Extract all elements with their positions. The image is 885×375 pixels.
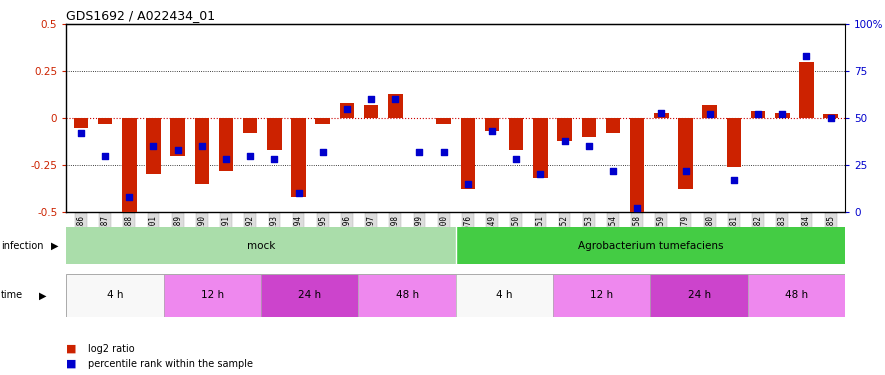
Point	[389, 96, 403, 102]
Bar	[315, 118, 330, 124]
Bar	[261, 274, 358, 317]
Point	[73, 130, 88, 136]
Text: ▶: ▶	[51, 241, 58, 250]
Bar	[364, 105, 379, 118]
Point	[654, 110, 668, 116]
Bar	[146, 118, 161, 174]
Point	[630, 205, 644, 211]
Text: 48 h: 48 h	[396, 290, 419, 300]
Bar	[456, 227, 845, 264]
Point	[679, 168, 693, 174]
Bar	[581, 118, 596, 137]
Bar	[243, 118, 258, 133]
Text: 24 h: 24 h	[688, 290, 711, 300]
Point	[436, 149, 450, 155]
Bar	[164, 274, 261, 317]
Point	[195, 143, 209, 149]
Point	[751, 111, 766, 117]
Bar	[267, 118, 281, 150]
Bar	[66, 227, 456, 264]
Text: 4 h: 4 h	[107, 290, 123, 300]
Point	[316, 149, 330, 155]
Point	[267, 156, 281, 162]
Bar	[533, 118, 548, 178]
Bar	[775, 112, 789, 118]
Bar	[388, 94, 403, 118]
Text: 12 h: 12 h	[590, 290, 613, 300]
Bar	[66, 274, 164, 317]
Point	[799, 53, 813, 59]
Point	[485, 128, 499, 134]
Bar	[509, 118, 524, 150]
Text: ■: ■	[66, 344, 77, 354]
Point	[558, 138, 572, 144]
Bar	[750, 111, 766, 118]
Bar	[98, 118, 112, 124]
Text: mock: mock	[247, 241, 275, 250]
Bar	[748, 274, 845, 317]
Bar	[678, 118, 693, 189]
Point	[340, 106, 354, 112]
Point	[775, 111, 789, 117]
Text: Agrobacterium tumefaciens: Agrobacterium tumefaciens	[578, 241, 723, 250]
Point	[727, 177, 741, 183]
Point	[581, 143, 596, 149]
Text: percentile rank within the sample: percentile rank within the sample	[88, 359, 253, 369]
Bar	[650, 274, 748, 317]
Point	[98, 153, 112, 159]
Point	[364, 96, 378, 102]
Bar	[73, 118, 88, 128]
Bar	[291, 118, 306, 197]
Point	[461, 181, 475, 187]
Bar	[799, 62, 813, 118]
Text: 12 h: 12 h	[201, 290, 224, 300]
Bar	[727, 118, 741, 167]
Point	[219, 156, 233, 162]
Point	[534, 171, 548, 177]
Point	[703, 111, 717, 117]
Bar	[630, 118, 644, 212]
Text: log2 ratio: log2 ratio	[88, 344, 135, 354]
Bar	[340, 103, 354, 118]
Text: infection: infection	[1, 241, 43, 250]
Point	[824, 115, 838, 121]
Text: 48 h: 48 h	[785, 290, 808, 300]
Point	[122, 194, 136, 200]
Bar	[553, 274, 650, 317]
Text: time: time	[1, 290, 23, 300]
Point	[171, 147, 185, 153]
Point	[243, 153, 258, 159]
Bar	[703, 105, 717, 118]
Bar	[654, 112, 668, 118]
Text: ▶: ▶	[39, 290, 46, 300]
Point	[509, 156, 523, 162]
Bar	[436, 118, 451, 124]
Bar	[558, 118, 572, 141]
Bar	[456, 274, 553, 317]
Bar	[358, 274, 456, 317]
Bar	[171, 118, 185, 156]
Text: 4 h: 4 h	[496, 290, 512, 300]
Point	[412, 149, 427, 155]
Text: 24 h: 24 h	[298, 290, 321, 300]
Bar	[195, 118, 209, 184]
Point	[606, 168, 620, 174]
Bar	[485, 118, 499, 131]
Point	[146, 143, 160, 149]
Text: ■: ■	[66, 359, 77, 369]
Point	[291, 190, 305, 196]
Bar	[219, 118, 234, 171]
Bar	[460, 118, 475, 189]
Bar	[122, 118, 136, 212]
Bar	[823, 114, 838, 118]
Bar	[605, 118, 620, 133]
Text: GDS1692 / A022434_01: GDS1692 / A022434_01	[66, 9, 216, 22]
